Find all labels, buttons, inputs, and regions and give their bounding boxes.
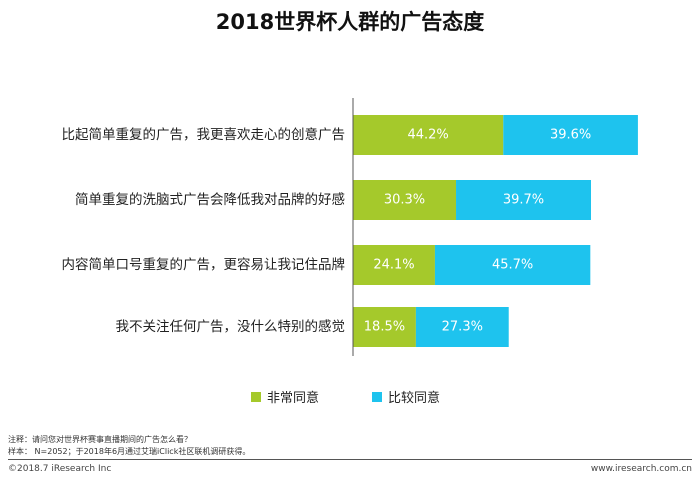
bar-segment xyxy=(353,180,457,220)
data-label: 30.3% xyxy=(384,193,425,208)
sample-text: 样本： N=2052；于2018年6月通过艾瑞iClick社区联机调研获得。 xyxy=(8,447,251,456)
note-text: 注释：请问您对世界杯赛事直播期间的广告怎么看？ xyxy=(8,435,192,444)
bar-segment xyxy=(353,307,416,347)
legend-label-series-2: 比较同意 xyxy=(388,391,441,406)
website-text: www.iresearch.com.cn xyxy=(590,464,692,474)
data-label: 44.2% xyxy=(407,128,448,143)
copyright-text: ©2018.7 iResearch Inc xyxy=(8,464,112,474)
bar-segment xyxy=(415,307,509,347)
data-label: 39.6% xyxy=(550,128,591,143)
category-label: 内容简单口号重复的广告，更容易让我记住品牌 xyxy=(62,256,346,273)
bar-segment xyxy=(503,115,638,155)
chart-title: 2018世界杯人群的广告态度 xyxy=(215,10,485,34)
data-label: 39.7% xyxy=(503,193,544,208)
bar-segment xyxy=(456,180,591,220)
bar-segment xyxy=(353,245,435,285)
footer-divider xyxy=(8,459,692,460)
legend-swatch-series-2 xyxy=(372,391,382,402)
data-label: 27.3% xyxy=(442,320,483,335)
chart-legend: 非常同意 比较同意 xyxy=(0,387,700,407)
bar-segment xyxy=(353,115,504,155)
legend-label-series-1: 非常同意 xyxy=(267,391,320,406)
category-label: 比起简单重复的广告，我更喜欢走心的创意广告 xyxy=(62,126,346,143)
legend-item-series-2: 比较同意 xyxy=(372,387,440,406)
data-label: 18.5% xyxy=(364,320,405,335)
data-label: 24.1% xyxy=(373,258,414,273)
legend-swatch-series-1 xyxy=(251,391,261,402)
legend-item-series-1: 非常同意 xyxy=(251,387,319,406)
bar-segment xyxy=(434,245,591,285)
category-label: 简单重复的洗脑式广告会降低我对品牌的好感 xyxy=(75,191,345,208)
category-label: 我不关注任何广告，没什么特别的感觉 xyxy=(116,318,346,335)
data-label: 45.7% xyxy=(492,258,533,273)
